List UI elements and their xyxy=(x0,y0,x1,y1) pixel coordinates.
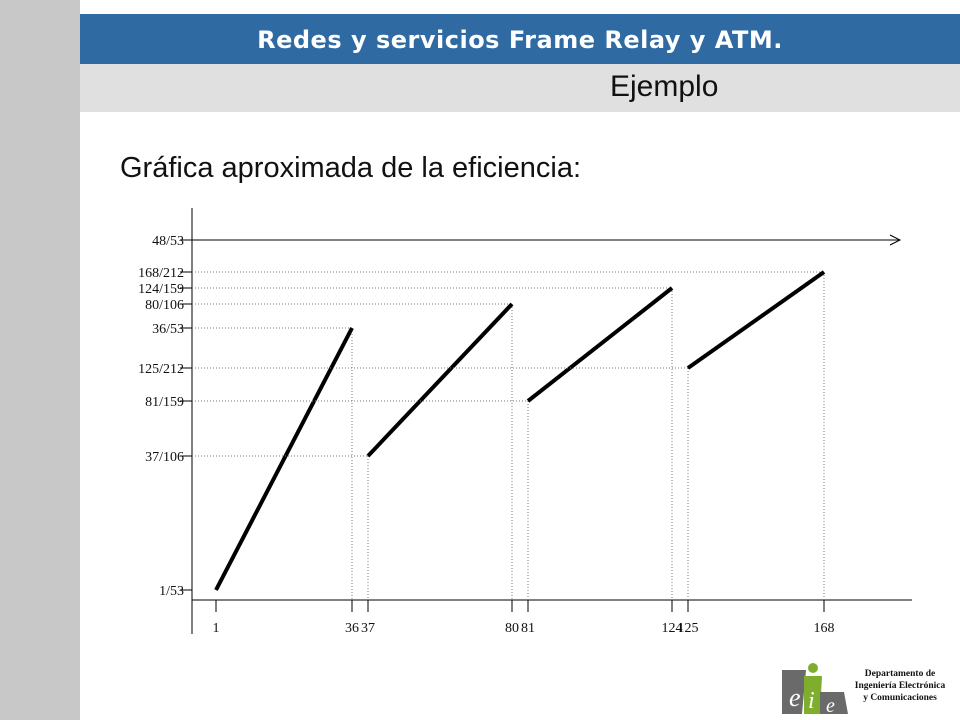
x-tick-label: 81 xyxy=(521,621,535,636)
y-tick-label: 125/212 xyxy=(138,362,184,377)
x-tick-label: 80 xyxy=(505,621,519,636)
x-tick-label: 124 xyxy=(662,621,683,636)
efficiency-segment-1 xyxy=(214,327,354,591)
y-tick-label: 37/106 xyxy=(145,450,184,465)
department-logo: e i e xyxy=(782,663,848,714)
logo-letter-e1: e xyxy=(789,683,801,712)
subtitle-bar: Ejemplo xyxy=(80,64,960,112)
y-tick-label: 168/212 xyxy=(138,266,184,281)
title-bar: Redes y servicios Frame Relay y ATM. xyxy=(80,14,960,64)
x-tick-label: 36 xyxy=(345,621,359,636)
logo-letter-e2: e xyxy=(826,695,835,714)
slide-title: Redes y servicios Frame Relay y ATM. xyxy=(257,26,783,54)
efficiency-segment-3 xyxy=(526,286,674,403)
efficiency-segment-2 xyxy=(366,302,514,458)
y-tick-label: 36/53 xyxy=(152,322,184,337)
x-tick-label: 125 xyxy=(678,621,699,636)
department-line-2: Ingeniería Electrónica xyxy=(854,681,946,691)
department-name: Departamento de Ingeniería Electrónica y… xyxy=(840,668,960,704)
chart-heading: Gráfica aproximada de la eficiencia: xyxy=(120,152,582,184)
y-tick-label: 48/53 xyxy=(152,234,184,249)
x-tick-label: 1 xyxy=(213,621,220,636)
y-tick-label: 80/106 xyxy=(145,298,184,313)
efficiency-segment-4 xyxy=(686,270,826,370)
department-line-1: Departamento de xyxy=(864,669,936,679)
x-tick-label: 168 xyxy=(814,621,835,636)
left-sidebar-strip xyxy=(0,0,80,720)
y-tick-label: 124/159 xyxy=(138,282,184,297)
x-tick-label: 37 xyxy=(361,621,375,636)
y-tick-label: 81/159 xyxy=(145,395,184,410)
logo-letter-i: i xyxy=(808,688,815,714)
y-tick-label: 1/53 xyxy=(159,584,184,599)
slide-subtitle: Ejemplo xyxy=(610,70,719,103)
department-line-3: y Comunicaciones xyxy=(863,693,937,703)
asymptote-arrowhead xyxy=(889,234,902,246)
